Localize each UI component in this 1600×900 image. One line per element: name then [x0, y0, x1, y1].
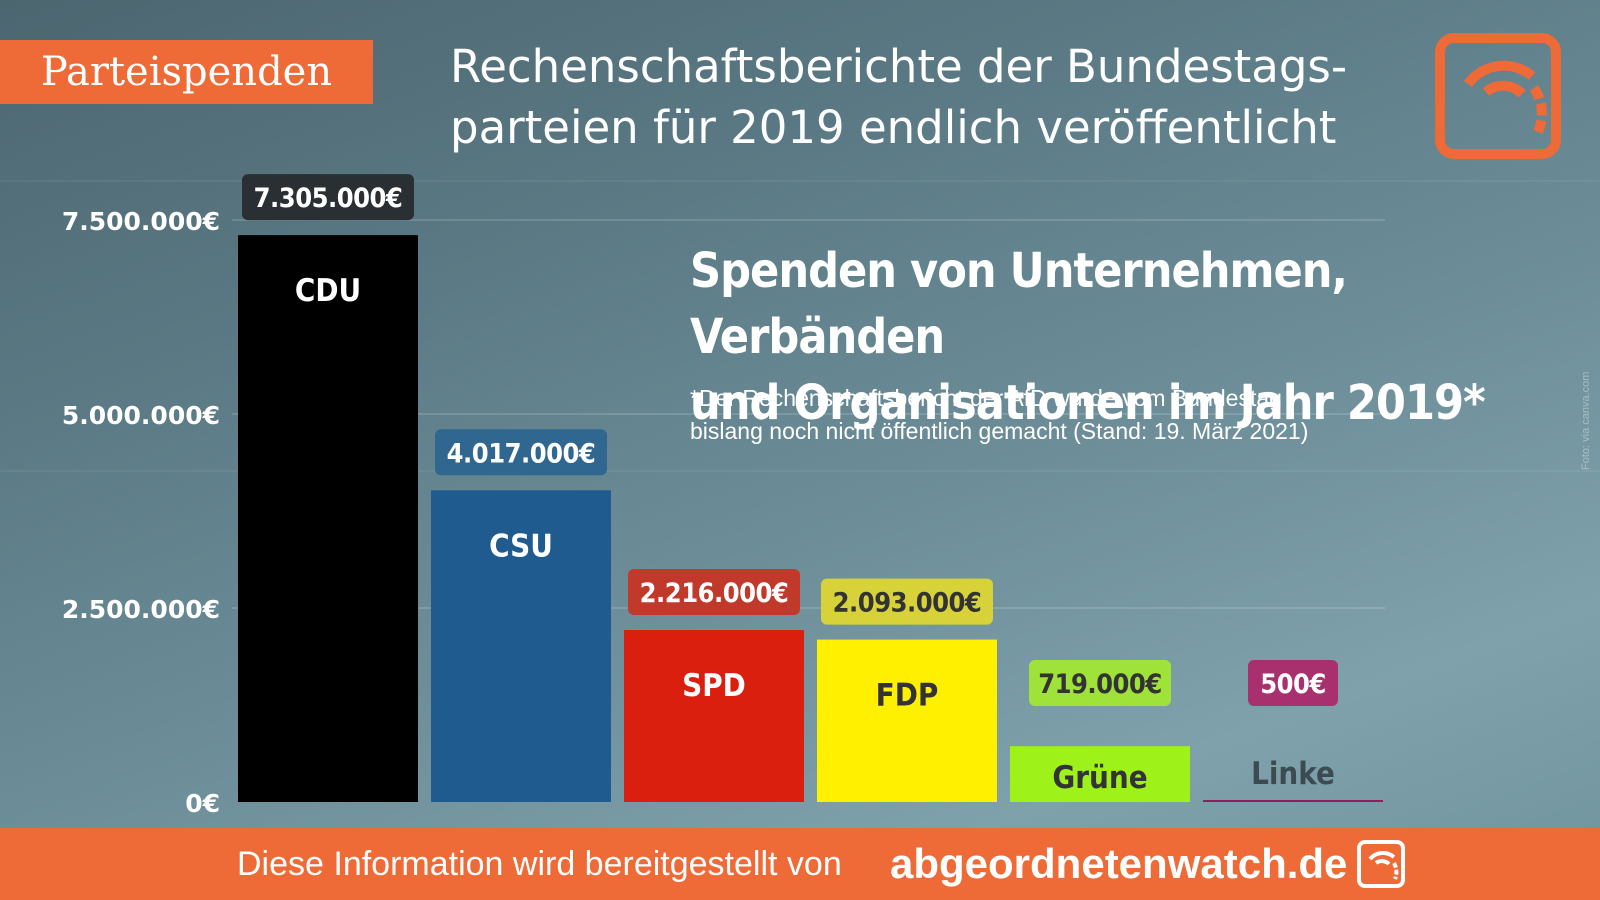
- value-badge: [1248, 660, 1338, 706]
- chart-title-line-2: und Organisationen im Jahr 2019*: [690, 375, 1486, 431]
- footnote: *Der Rechenschaftsbericht der AfD wurde …: [690, 382, 1390, 448]
- value-badge: [1029, 660, 1171, 706]
- headline-line-2: parteien für 2019 endlich veröffentlicht: [450, 101, 1337, 154]
- bar-party-label: CSU: [489, 528, 553, 564]
- bar-party-label: Grüne: [1052, 760, 1147, 796]
- abgeordnetenwatch-small-logo-icon: [1357, 840, 1405, 888]
- bar-value-label: 2.093.000€: [833, 588, 982, 619]
- abgeordnetenwatch-logo-icon: [1435, 33, 1561, 159]
- bar-value-label: 500€: [1260, 669, 1326, 700]
- y-tick-label: 0€: [185, 789, 220, 818]
- background-texture: [0, 180, 1600, 182]
- headline-line-1: Rechenschaftsberichte der Bundestags-: [450, 40, 1348, 93]
- chart-title-line-1: Spenden von Unternehmen, Verbänden: [690, 243, 1348, 365]
- headline: Rechenschaftsberichte der Bundestags- pa…: [450, 36, 1410, 158]
- bar-party-label: Linke: [1251, 756, 1335, 792]
- value-badge: [821, 578, 993, 625]
- value-badge: [628, 569, 800, 616]
- bar-value-label: 4.017.000€: [447, 438, 596, 469]
- bar-csu: [431, 490, 611, 802]
- y-tick-label: 2.500.000€: [62, 595, 220, 624]
- bar-party-label: CDU: [295, 273, 361, 309]
- value-badge: [242, 174, 414, 221]
- background-texture: [0, 470, 1600, 472]
- footnote-line-1: *Der Rechenschaftsbericht der AfD wurde …: [690, 385, 1282, 411]
- bar-party-label: FDP: [876, 678, 939, 714]
- bar-value-label: 2.216.000€: [640, 578, 789, 609]
- bar-value-label: 719.000€: [1038, 669, 1162, 700]
- photo-credit: Foto: via canva.com: [1580, 371, 1592, 470]
- footer-text: Diese Information wird bereitgestellt vo…: [237, 845, 842, 883]
- value-badge: [435, 429, 607, 476]
- bar-cdu: [238, 235, 418, 802]
- bar-linke: [1203, 800, 1383, 802]
- bar-spd: [624, 630, 804, 802]
- category-tag: Parteispenden: [0, 40, 373, 104]
- chart-title: Spenden von Unternehmen, Verbänden und O…: [690, 238, 1550, 436]
- footnote-line-2: bislang noch nicht öffentlich gemacht (S…: [690, 418, 1309, 444]
- bar-value-label: 7.305.000€: [254, 183, 403, 214]
- bar-fdp: [817, 639, 997, 802]
- footer-brand-link[interactable]: abgeordnetenwatch.de: [890, 840, 1348, 887]
- y-tick-label: 5.000.000€: [62, 401, 220, 430]
- bar-grüne: [1010, 746, 1190, 802]
- footer-bar: Diese Information wird bereitgestellt vo…: [0, 828, 1600, 900]
- y-tick-label: 7.500.000€: [62, 207, 220, 236]
- bar-party-label: SPD: [682, 668, 746, 704]
